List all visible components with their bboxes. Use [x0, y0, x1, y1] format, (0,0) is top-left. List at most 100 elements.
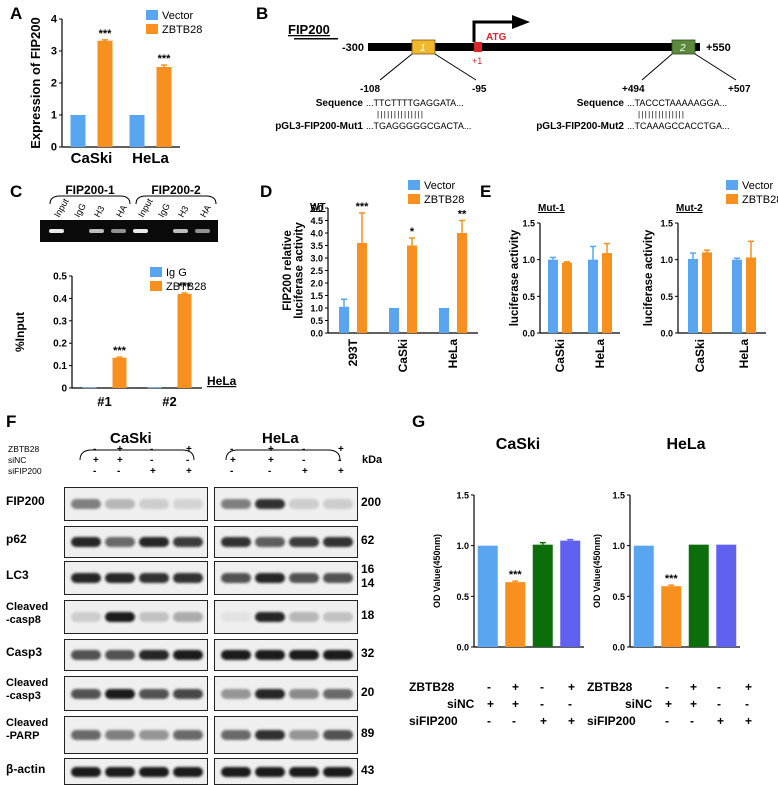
treatment-label: ZBTB28: [8, 444, 40, 454]
figure: A B C D E F G 0 1 2 3 4 Expression of FIP200 *…: [6, 4, 778, 785]
svg-text:...TTCTTTTGAGGATA...: ...TTCTTTTGAGGATA...: [366, 98, 464, 108]
treatment-sign: +: [690, 697, 698, 711]
bar: [357, 243, 367, 333]
treatment-sign: -: [93, 444, 97, 455]
blot-band: [139, 499, 169, 509]
blot-band: [173, 650, 203, 660]
treatment-label: siNC: [8, 455, 27, 465]
svg-text:1: 1: [420, 43, 426, 54]
blot-strip: [64, 716, 208, 754]
panel-label-a: A: [10, 4, 23, 23]
blot-band: [289, 688, 319, 699]
plus1-label: +1: [472, 56, 482, 66]
treatment-sign: +: [512, 697, 520, 711]
y-tick-label: 0.5: [456, 592, 469, 602]
gel-band: [111, 229, 126, 233]
y-tick-label: 4.0: [310, 229, 323, 239]
blot-band: [105, 730, 135, 740]
blot-band: [71, 766, 101, 777]
chart-e-mut2: 0.0 0.5 1.0 1.5 luciferase activity CaSki HeLa…: [643, 180, 778, 372]
blot-band: [289, 650, 319, 660]
blot-band: [323, 766, 353, 777]
blot-band: [173, 766, 203, 777]
exon-2: [671, 39, 696, 55]
treatment-sign: +: [338, 444, 344, 455]
blot-band: [323, 573, 353, 583]
blot-band: [221, 730, 251, 740]
gel-band: [133, 229, 148, 233]
treatment-sign: +: [540, 714, 548, 728]
legend-swatch: [726, 194, 738, 204]
treatment-sign: +: [690, 680, 698, 694]
svg-text:+494: +494: [622, 84, 645, 95]
y-tick-label: 1: [51, 110, 57, 122]
significance-mark: **: [458, 209, 467, 221]
blot-band: [71, 612, 101, 622]
kda-value: 62: [361, 533, 375, 547]
y-axis-label: OD Value(450nm): [432, 534, 442, 608]
significance-mark: ***: [356, 201, 370, 213]
legend-label: ZBTB28: [162, 24, 202, 36]
gel-band: [195, 229, 210, 233]
significance-mark: ***: [99, 28, 113, 40]
chart-c: 0 0.1 0.2 0.3 0.4 0.5 %Input *** #1 *** #2 Ig G ZBTB…: [13, 267, 237, 409]
treatment-sign: +: [117, 455, 123, 466]
legend-label: Ig G: [166, 267, 187, 279]
panel-label-b: B: [256, 4, 269, 23]
gel-lane-label: HA: [114, 203, 129, 219]
treatment-sign: +: [717, 714, 725, 728]
legend-swatch: [408, 194, 420, 204]
y-tick-label: 1.0: [456, 541, 469, 551]
protein-label: Cleaved -PARP: [6, 717, 49, 742]
svg-text:Sequence: Sequence: [577, 98, 625, 109]
treatment-sign: -: [690, 714, 694, 728]
blot-band: [323, 499, 353, 509]
blot-band: [221, 537, 251, 547]
exon-1: [411, 39, 436, 55]
y-tick-label: 0.5: [660, 292, 673, 302]
gel-c: FIP200-1 FIP200-2 Input IgG H3 HA Input IgG H3…: [40, 183, 218, 242]
blot-band: [255, 766, 285, 777]
blot-band: [255, 573, 285, 583]
y-tick-label: 0.1: [53, 361, 67, 372]
kda-value: 43: [361, 762, 375, 777]
y-tick-label: 0: [51, 142, 57, 154]
treatment-sign: -: [540, 697, 544, 711]
chart-note: HeLa: [207, 374, 237, 388]
promoter-line: [368, 43, 700, 51]
x-tick-label: HeLa: [593, 339, 607, 369]
treatment-sign: +: [302, 466, 308, 477]
gel-image: [40, 220, 218, 242]
svg-text:...TGAGGGGGCGACTA...: ...TGAGGGGGCGACTA...: [366, 121, 471, 131]
legend-swatch: [146, 24, 158, 34]
svg-text:pGL3-FIP200-Mut2: pGL3-FIP200-Mut2: [536, 121, 624, 132]
blot-band: [71, 499, 101, 509]
gel-band: [173, 229, 188, 233]
bar: [548, 259, 558, 333]
panel-label-e: E: [480, 182, 492, 201]
svg-text:||||||||||||||: ||||||||||||||: [377, 110, 424, 119]
y-tick-label: 1.5: [456, 491, 469, 501]
x-tick-label: #2: [162, 394, 176, 409]
gel-lane-label: H3: [176, 204, 190, 219]
treatment-label: siNC: [447, 697, 475, 711]
diagram-b: FIP200 -300 +550 1 2 ATG +1 -108 -95 +49…: [275, 15, 751, 132]
svg-text:-95: -95: [472, 84, 487, 95]
treatment-label: siFIP200: [8, 466, 42, 476]
x-tick-label: 293T: [346, 338, 360, 366]
treatment-sign: +: [268, 455, 274, 466]
blot-strip: [214, 600, 358, 634]
treatment-table-g: ZBTB28 - + - + siNC + + - - siFIP200 - - + + ZBTB28 - + - +…: [405, 680, 778, 760]
blot-band: [323, 730, 353, 740]
bar: [746, 257, 756, 333]
significance-mark: ***: [113, 345, 127, 357]
blot-band: [139, 650, 169, 660]
blot-band: [105, 612, 135, 622]
blot-strip: [214, 526, 358, 558]
treatment-sign: +: [338, 466, 344, 477]
x-tick-label: HeLa: [132, 150, 169, 167]
y-tick-label: 3.5: [310, 241, 323, 251]
y-axis-label: OD Value(450nm): [592, 534, 602, 608]
y-axis-label: %Input: [13, 312, 27, 352]
blot-band: [71, 573, 101, 583]
